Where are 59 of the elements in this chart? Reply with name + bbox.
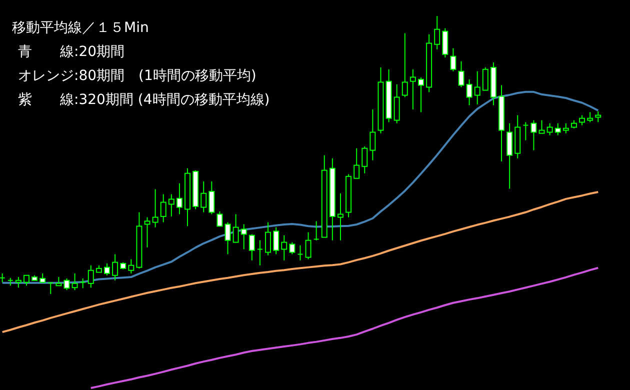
candlestick <box>265 222 272 256</box>
chart-title: 移動平均線／１５Min <box>12 20 149 36</box>
candlestick <box>554 122 561 136</box>
candlestick <box>370 108 376 161</box>
candlestick <box>15 276 22 288</box>
candlestick <box>523 122 528 141</box>
candlestick <box>466 78 472 106</box>
candlestick <box>104 262 110 276</box>
candlestick <box>128 258 134 274</box>
annotation: オレンジ:80期間 (1時間の移動平均) <box>18 68 256 84</box>
candlestick <box>418 76 424 113</box>
candlestick <box>160 194 166 223</box>
candlestick <box>305 232 312 260</box>
candlestick <box>354 148 360 179</box>
candlestick <box>434 16 440 50</box>
candlestick <box>80 278 86 289</box>
candlestick <box>579 114 586 126</box>
candlestick <box>530 120 537 151</box>
candlestick <box>482 66 488 91</box>
candlestick <box>474 70 480 105</box>
candlestick <box>362 146 368 174</box>
candlestick <box>257 240 262 266</box>
candlestick <box>224 222 231 255</box>
candlestick <box>337 192 344 241</box>
candlestick <box>402 32 408 98</box>
candlestick <box>442 28 448 58</box>
candlestick <box>273 226 280 255</box>
candlestick <box>23 274 30 286</box>
candlestick <box>394 84 400 124</box>
candlestick <box>152 188 158 228</box>
candlestick <box>168 194 174 217</box>
candlestick <box>248 234 255 261</box>
annotation: 青 線:20期間 <box>18 44 125 60</box>
candlestick <box>200 180 207 213</box>
candlestick <box>72 272 78 291</box>
candlestick <box>562 122 569 134</box>
annotation: 紫 線:320期間 (4時間の移動平均線) <box>18 92 270 108</box>
candlestick <box>64 278 70 291</box>
candlestick <box>546 122 553 136</box>
candlestick <box>232 214 239 243</box>
candlestick <box>112 254 118 281</box>
candlestick <box>144 216 150 248</box>
candlestick <box>458 60 464 88</box>
candlestick <box>595 110 602 123</box>
candlestick <box>281 234 288 261</box>
candlestick <box>587 112 594 123</box>
candlestick <box>314 220 319 241</box>
candlestick <box>240 224 247 250</box>
candlestick <box>176 182 182 215</box>
candlestick <box>410 68 416 110</box>
candlestick <box>450 48 456 72</box>
candlestick <box>88 264 94 288</box>
candlestick <box>48 282 54 294</box>
candlestick <box>216 210 223 227</box>
candlestick <box>538 120 545 134</box>
candlestick <box>289 242 296 255</box>
candlestick <box>298 244 303 261</box>
candlestick <box>208 180 215 215</box>
candlestick <box>506 122 513 190</box>
